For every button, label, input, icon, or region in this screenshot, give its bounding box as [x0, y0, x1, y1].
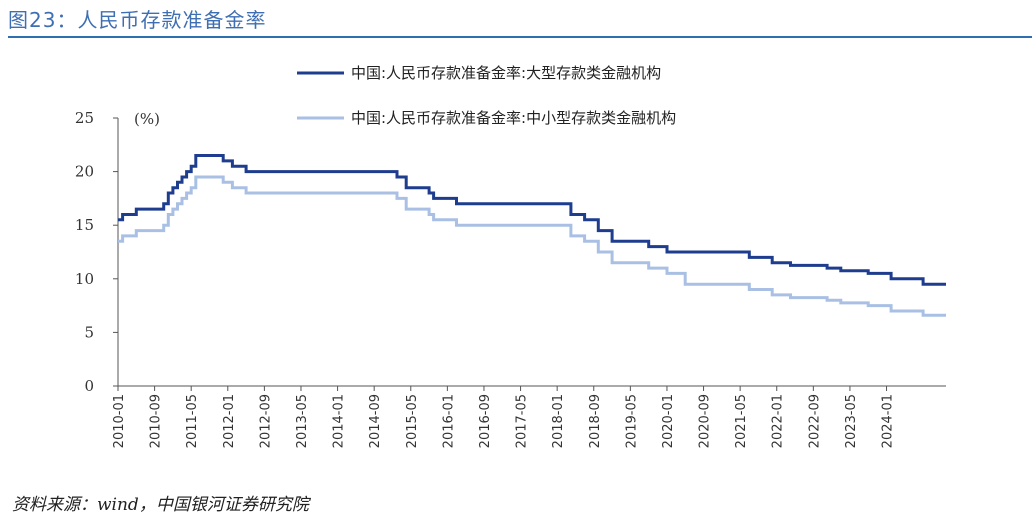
series-line-2 — [118, 175, 946, 317]
y-tick-label: 10 — [75, 270, 94, 288]
series-line-1 — [118, 154, 946, 286]
x-tick-label: 2023-05 — [844, 394, 859, 448]
x-tick-label: 2018-01 — [551, 394, 566, 448]
legend-label-2: 中国:人民币存款准备金率:中小型存款类金融机构 — [351, 109, 676, 127]
x-tick-label: 2011-05 — [185, 394, 200, 448]
title-divider — [8, 36, 1032, 38]
x-tick-label: 2019-05 — [624, 394, 639, 448]
x-tick-label: 2016-09 — [478, 394, 493, 448]
figure-title: 图23：人民币存款准备金率 — [8, 8, 267, 32]
y-axis-unit-label: (%) — [134, 110, 160, 128]
x-tick-label: 2014-01 — [332, 394, 347, 448]
source-note: 资料来源：wind，中国银河证券研究院 — [12, 495, 309, 515]
series-layer — [118, 154, 946, 317]
y-tick-label: 20 — [75, 163, 94, 181]
x-tick-label: 2016-01 — [441, 394, 456, 448]
x-tick-label: 2017-05 — [515, 394, 530, 448]
chart-legend: 中国:人民币存款准备金率:大型存款类金融机构中国:人民币存款准备金率:中小型存款… — [297, 64, 676, 127]
x-tick-label: 2020-01 — [661, 394, 676, 448]
y-tick-label: 25 — [75, 109, 94, 127]
x-tick-label: 2014-09 — [368, 394, 383, 448]
x-tick-label: 2024-01 — [881, 394, 896, 448]
x-tick-label: 2010-09 — [149, 394, 164, 448]
legend-label-1: 中国:人民币存款准备金率:大型存款类金融机构 — [351, 64, 661, 82]
x-tick-label: 2022-09 — [807, 394, 822, 448]
x-tick-label: 2015-05 — [405, 394, 420, 448]
chart-axes: 0 5 10 15 20 25 (%) 2010-01 2010-09 2011-05 2012-0… — [75, 109, 946, 448]
x-tick-label: 2022-01 — [771, 394, 786, 448]
x-tick-label: 2020-09 — [698, 394, 713, 448]
x-tick-label: 2018-09 — [588, 394, 603, 448]
y-tick-label: 5 — [84, 323, 94, 341]
y-tick-label: 0 — [84, 377, 94, 395]
x-tick-label: 2021-05 — [734, 394, 749, 448]
x-tick-label: 2012-01 — [222, 394, 237, 448]
x-tick-label: 2013-05 — [295, 394, 310, 448]
x-tick-label: 2012-09 — [258, 394, 273, 448]
y-tick-label: 15 — [75, 216, 94, 234]
x-tick-label: 2010-01 — [112, 394, 127, 448]
